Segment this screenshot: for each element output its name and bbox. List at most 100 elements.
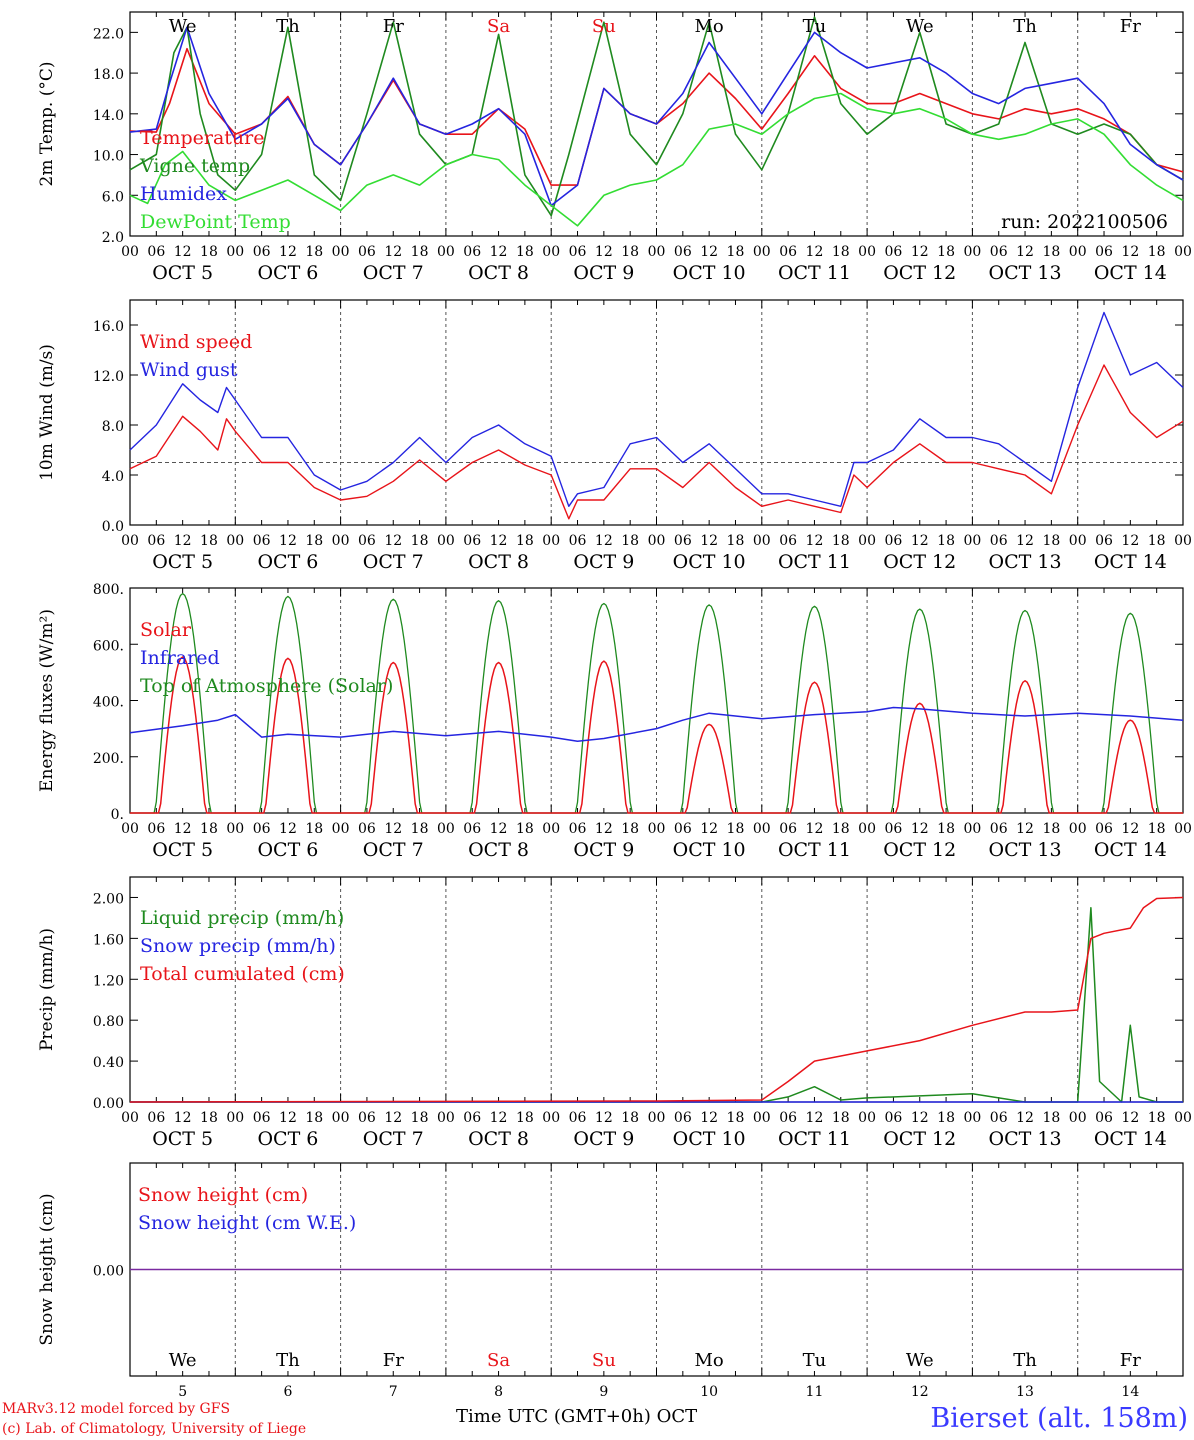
hour-tick-label: 18 [305,821,323,837]
day-number-label: 11 [806,1384,824,1400]
hour-tick-label: 06 [463,244,481,260]
hour-tick-label: 12 [174,821,192,837]
series-line [1077,612,1183,814]
hour-tick-label: 18 [1042,533,1060,549]
hour-tick-label: 12 [1016,821,1034,837]
hour-tick-label: 12 [384,533,402,549]
y-axis-label: 2m Temp. (°C) [37,61,57,186]
y-tick-label: 0. [111,807,124,823]
hour-tick-label: 18 [621,1110,639,1126]
y-tick-label: 0.0 [102,519,124,535]
hour-tick-label: 00 [226,244,244,260]
date-label: OCT 9 [573,551,634,573]
temperature-panel: 2.0 6.0 10.0 14.0 18.0 22.0 2m Temp. (°C) Tempe… [37,11,1192,284]
date-label: OCT 12 [883,551,956,573]
date-label: OCT 13 [989,1128,1062,1150]
series-line [867,702,973,814]
hour-tick-label: 18 [411,533,429,549]
hour-tick-label: 06 [674,821,692,837]
hour-tick-label: 00 [858,1110,876,1126]
date-label: OCT 8 [468,551,529,573]
hour-tick-label: 06 [253,244,271,260]
date-label: OCT 14 [1094,839,1167,861]
legend-entry: Wind gust [140,359,238,381]
hour-tick-label: 18 [516,244,534,260]
series-line [551,660,657,814]
weekday-label: Mo [695,1350,724,1371]
hour-tick-label: 06 [990,533,1008,549]
date-label: OCT 13 [989,262,1062,284]
date-label: OCT 11 [778,839,851,861]
y-tick-label: 0.00 [93,1096,124,1112]
legend-entry: Snow height (cm W.E.) [138,1212,356,1234]
series-line [972,609,1078,814]
hour-tick-label: 12 [806,244,824,260]
hour-tick-label: 00 [648,821,666,837]
hour-tick-label: 18 [1148,1110,1166,1126]
hour-tick-label: 06 [147,1110,165,1126]
hour-tick-label: 18 [1148,821,1166,837]
hour-tick-label: 12 [911,821,929,837]
hour-tick-label: 06 [358,533,376,549]
hour-tick-label: 18 [1148,533,1166,549]
hour-tick-label: 12 [1121,1110,1139,1126]
day-number-label: 9 [599,1384,608,1400]
hour-tick-label: 06 [147,533,165,549]
hour-tick-label: 00 [1069,533,1087,549]
weekday-label: We [169,16,197,37]
legend-entry: Snow height (cm) [138,1184,308,1206]
y-axis-label: Snow height (cm) [37,1193,57,1345]
y-tick-label: 2.00 [93,891,124,907]
legend-entry: Temperature [140,127,264,149]
hour-tick-label: 12 [384,1110,402,1126]
legend-entry: Humidex [140,183,227,205]
hour-tick-label: 00 [226,821,244,837]
date-label: OCT 9 [573,1128,634,1150]
hour-tick-label: 00 [1174,244,1192,260]
hour-tick-label: 12 [174,244,192,260]
hour-tick-label: 06 [990,244,1008,260]
hour-tick-label: 18 [411,1110,429,1126]
hour-tick-label: 06 [885,1110,903,1126]
y-tick-label: 1.20 [93,973,124,989]
series-line [129,92,1184,227]
y-tick-label: 0.40 [93,1055,124,1071]
hour-tick-label: 00 [963,821,981,837]
station-name: Bierset (alt. 158m) [930,1403,1188,1434]
date-label: OCT 7 [363,839,424,861]
weekday-label: Mo [695,16,724,37]
hour-tick-label: 12 [700,244,718,260]
hour-tick-label: 06 [569,533,587,549]
date-label: OCT 7 [363,551,424,573]
hour-tick-label: 00 [542,244,560,260]
snow-panel: 0.00 Snow height (cm) Snow height (cm) Snow… [37,1162,1184,1400]
hour-tick-label: 18 [727,244,745,260]
series-line [129,706,1184,743]
hour-tick-label: 18 [937,244,955,260]
weekday-label: Su [592,1350,616,1371]
weekday-label: Sa [487,1350,510,1371]
series-line [972,680,1078,814]
hour-tick-label: 18 [305,533,323,549]
weekday-label: Tu [803,1350,827,1371]
hour-tick-label: 06 [358,1110,376,1126]
hour-tick-label: 06 [990,821,1008,837]
wind-panel: 0.0 4.0 8.0 12.0 16.0 10m Wind (m/s) Wind spee… [37,299,1192,573]
hour-tick-label: 00 [121,1110,139,1126]
date-label: OCT 13 [989,839,1062,861]
hour-tick-label: 18 [1042,821,1060,837]
date-label: OCT 9 [573,262,634,284]
hour-tick-label: 06 [358,244,376,260]
series-line [340,598,446,814]
y-tick-label: 6.0 [102,189,124,205]
series-line [129,364,1184,520]
plot-frame [129,587,1184,814]
hour-tick-label: 00 [753,1110,771,1126]
weekday-label: Fr [1120,16,1141,37]
legend-entry: Solar [140,619,192,641]
y-tick-label: 0.00 [93,1264,124,1280]
hour-tick-label: 00 [1174,821,1192,837]
y-tick-label: 16.0 [93,319,124,335]
series-line [340,661,446,814]
hour-tick-label: 12 [279,821,297,837]
